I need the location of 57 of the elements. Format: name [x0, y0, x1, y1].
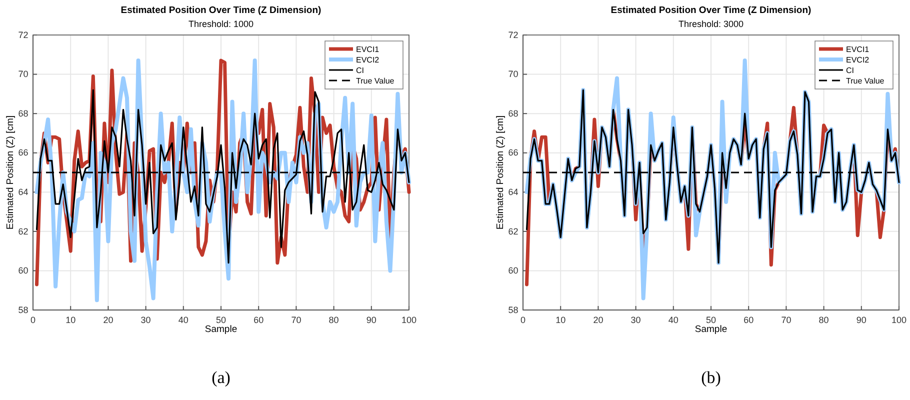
- x-tick-label: 60: [744, 314, 754, 325]
- chart-title: Estimated Position Over Time (Z Dimension): [610, 5, 812, 16]
- x-tick-label: 30: [140, 314, 151, 325]
- x-tick-label: 70: [781, 314, 792, 325]
- y-tick-label: 70: [18, 69, 28, 80]
- y-tick-label: 66: [18, 148, 28, 158]
- x-tick-label: 50: [706, 314, 716, 325]
- legend-label: EVCI2: [356, 56, 380, 64]
- y-axis-title: Estimated Position (Z) [cm]: [5, 115, 16, 230]
- y-tick-label: 68: [508, 108, 518, 118]
- x-axis-title: Sample: [204, 324, 238, 335]
- y-tick-label: 72: [508, 30, 518, 40]
- y-tick-label: 62: [508, 226, 518, 236]
- legend-label: True Value: [846, 76, 885, 86]
- x-tick-label: 0: [520, 314, 526, 325]
- x-tick-label: 20: [103, 314, 114, 325]
- legend-label: EVCI1: [356, 45, 380, 54]
- x-tick-label: 30: [630, 314, 641, 325]
- legend-label: CI: [356, 66, 364, 75]
- x-tick-label: 10: [66, 314, 76, 325]
- y-tick-label: 58: [508, 304, 518, 315]
- x-tick-label: 90: [366, 314, 376, 325]
- x-tick-label: 80: [328, 314, 339, 325]
- line-series: [36, 89, 410, 264]
- x-tick-label: 60: [254, 314, 264, 325]
- chart-subtitle: Threshold: 3000: [678, 19, 744, 29]
- text: (a): [212, 368, 230, 387]
- x-tick-label: 0: [30, 314, 36, 325]
- text: (b): [701, 368, 721, 387]
- y-tick-label: 60: [508, 266, 518, 276]
- x-tick-label: 100: [401, 314, 417, 325]
- x-tick-label: 100: [891, 314, 907, 325]
- y-tick-label: 68: [18, 108, 28, 118]
- x-tick-label: 90: [856, 314, 866, 325]
- y-tick-label: 60: [18, 266, 28, 276]
- x-tick-label: 50: [216, 314, 226, 325]
- legend-label: EVCI2: [846, 56, 870, 64]
- x-tick-label: 70: [291, 314, 302, 325]
- x-tick-label: 40: [668, 314, 678, 325]
- x-tick-label: 40: [178, 314, 188, 325]
- y-axis-title: Estimated Position (Z) [cm]: [495, 115, 506, 230]
- y-tick-label: 58: [18, 304, 28, 315]
- x-tick-label: 10: [556, 314, 566, 325]
- legend-label: CI: [846, 66, 854, 75]
- y-tick-label: 62: [18, 226, 28, 236]
- chart-subtitle: Threshold: 1000: [188, 19, 254, 29]
- x-tick-label: 20: [593, 314, 604, 325]
- x-tick-label: 80: [818, 314, 829, 325]
- legend-label: True Value: [356, 76, 395, 86]
- x-axis-title: Sample: [694, 324, 728, 335]
- y-tick-label: 64: [508, 187, 518, 198]
- y-tick-label: 66: [508, 148, 518, 158]
- y-tick-label: 64: [18, 187, 28, 198]
- chart-title: Estimated Position Over Time (Z Dimension): [120, 5, 322, 16]
- legend-label: EVCI1: [846, 45, 870, 54]
- y-tick-label: 72: [18, 30, 28, 40]
- y-tick-label: 70: [508, 69, 518, 80]
